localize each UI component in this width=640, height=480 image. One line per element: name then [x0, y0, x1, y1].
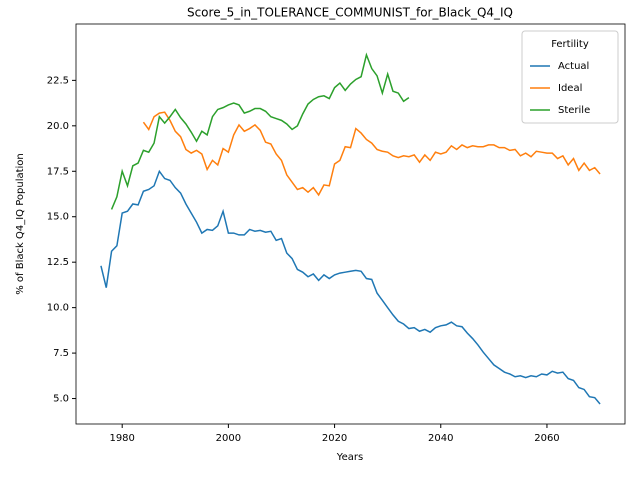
- y-tick-label: 15.0: [47, 212, 69, 223]
- x-tick-label: 2040: [428, 433, 453, 444]
- y-axis-label: % of Black Q4_IQ Population: [15, 153, 26, 295]
- legend-title: Fertility: [551, 39, 589, 50]
- legend-label: Sterile: [558, 105, 590, 116]
- x-tick-label: 2060: [534, 433, 559, 444]
- y-tick-label: 10.0: [47, 303, 69, 314]
- line-series: [142, 111, 601, 197]
- line-series: [110, 52, 410, 210]
- x-tick-label: 1980: [109, 433, 134, 444]
- y-tick-label: 12.5: [47, 257, 69, 268]
- axes-frame: [75, 23, 626, 425]
- x-tick-label: 2020: [322, 433, 347, 444]
- y-tick-label: 20.0: [47, 121, 69, 132]
- legend-label: Actual: [558, 61, 589, 72]
- y-tick-label: 5.0: [53, 394, 69, 405]
- legend-label: Ideal: [558, 83, 582, 94]
- x-axis-label: Years: [336, 452, 363, 463]
- y-tick-label: 22.5: [47, 75, 69, 86]
- legend-box: [521, 30, 619, 124]
- x-tick-label: 2000: [216, 433, 241, 444]
- y-tick-label: 17.5: [47, 166, 69, 177]
- y-tick-label: 7.5: [53, 348, 69, 359]
- chart-title: Score_5_in_TOLERANCE_COMMUNIST_for_Black…: [187, 6, 513, 20]
- line-series: [100, 169, 601, 405]
